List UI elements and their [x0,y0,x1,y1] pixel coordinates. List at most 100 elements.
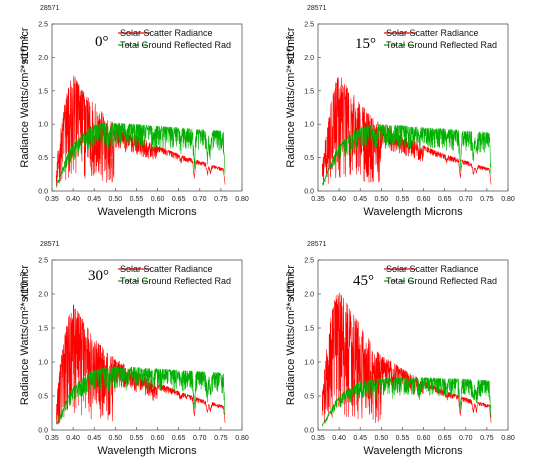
legend-label: Solar Scatter Radiance [386,28,479,38]
x-tick-label: 0.80 [235,435,249,442]
plot-frame [317,259,509,431]
plot-frame [51,259,243,431]
series-line-ground-reflected [321,124,492,186]
y-tick-label: 1.0 [304,122,314,129]
angle-label: 45° [353,273,374,289]
y-scale-label: ×10⁻² [285,272,297,300]
legend-label: Total Ground Reflected Rad [120,276,231,286]
chart-panel-1: 0.0 0.5 1.0 1.5 2.0 2.5 0.35 0.40 0.45 0.50 0.55 0.… [285,5,515,218]
y-tick-label: 1.0 [38,360,48,367]
y-tick-label: 2.0 [304,292,314,299]
y-axis-label: Radiance Watts/cm²*str*micr [285,27,297,168]
series-line-ground-reflected [55,366,226,425]
x-tick-label: 0.55 [396,435,410,442]
x-tick-label: 0.45 [353,435,367,442]
x-tick-label: 0.75 [214,435,228,442]
y-tick-label: 0.5 [38,394,48,401]
angle-label: 30° [88,268,109,284]
x-tick-label: 0.60 [417,435,431,442]
x-axis-label: Wavelength Microns [363,445,463,457]
x-tick-label: 0.45 [87,435,101,442]
panel-tag: 28571 [40,241,60,248]
x-axis-label: Wavelength Microns [97,445,197,457]
x-tick-label: 0.40 [332,435,346,442]
chart-panel-2: 0.0 0.5 1.0 1.5 2.0 2.5 0.35 0.40 0.45 0.50 0.55 0.… [19,241,249,457]
y-tick-label: 0.5 [304,155,314,162]
x-tick-label: 0.65 [172,435,186,442]
x-tick-label: 0.45 [87,196,101,203]
y-tick-label: 0.5 [38,155,48,162]
x-tick-label: 0.65 [438,435,452,442]
plot-frame [317,23,509,192]
y-tick-label: 0.0 [304,428,314,435]
series-line-ground-reflected [55,122,226,186]
x-tick-label: 0.40 [66,196,80,203]
x-tick-label: 0.60 [151,196,165,203]
x-tick-label: 0.80 [235,196,249,203]
y-tick-label: 1.5 [304,326,314,333]
y-tick-label: 0.0 [38,189,48,196]
chart-panel-3: 0.0 0.5 1.0 1.5 2.0 2.5 0.35 0.40 0.45 0.50 0.55 0.… [285,241,515,457]
series-line-ground-reflected [321,377,492,427]
y-scale-label: ×10⁻² [19,272,31,300]
x-tick-label: 0.75 [480,435,494,442]
panel-tag: 28571 [40,5,60,12]
y-scale-label: ×10⁻² [19,36,31,64]
x-tick-label: 0.40 [66,435,80,442]
chart-panel-0: 0.0 0.5 1.0 1.5 2.0 2.5 0.35 0.40 0.45 0.50 0.55 0.… [19,5,249,218]
angle-label: 0° [95,34,109,50]
y-tick-label: 2.0 [304,55,314,62]
x-tick-label: 0.55 [130,196,144,203]
x-tick-label: 0.75 [214,196,228,203]
x-tick-label: 0.60 [151,435,165,442]
series-line-solar-scatter [55,75,226,188]
x-tick-label: 0.50 [109,196,123,203]
x-axis-label: Wavelength Microns [97,206,197,218]
x-tick-label: 0.35 [311,435,325,442]
x-tick-label: 0.50 [375,435,389,442]
y-tick-label: 2.5 [304,258,314,265]
series-line-solar-scatter [55,304,226,425]
y-tick-label: 1.5 [38,88,48,95]
angle-label: 15° [355,36,376,52]
x-tick-label: 0.50 [375,196,389,203]
x-tick-label: 0.70 [193,196,207,203]
series-line-solar-scatter [321,76,492,185]
y-tick-label: 1.5 [304,88,314,95]
x-tick-label: 0.60 [417,196,431,203]
plot-frame [51,23,243,192]
x-tick-label: 0.35 [45,196,59,203]
y-tick-label: 2.5 [304,22,314,29]
x-tick-label: 0.70 [193,435,207,442]
y-tick-label: 1.5 [38,326,48,333]
legend-label: Total Ground Reflected Rad [120,40,231,50]
legend-label: Solar Scatter Radiance [120,28,213,38]
x-tick-label: 0.55 [130,435,144,442]
y-tick-label: 0.5 [304,394,314,401]
x-tick-label: 0.75 [480,196,494,203]
x-tick-label: 0.50 [109,435,123,442]
y-tick-label: 1.0 [304,360,314,367]
y-axis-label: Radiance Watts/cm²*str*micr [19,265,31,406]
y-axis-label: Radiance Watts/cm²*str*micr [285,265,297,406]
y-axis-label: Radiance Watts/cm²*str*micr [19,27,31,168]
y-tick-label: 2.5 [38,258,48,265]
x-tick-label: 0.65 [438,196,452,203]
legend-label: Solar Scatter Radiance [386,264,479,274]
y-tick-label: 2.5 [38,22,48,29]
x-axis-label: Wavelength Microns [363,206,463,218]
x-tick-label: 0.70 [459,435,473,442]
y-tick-label: 2.0 [38,55,48,62]
y-tick-label: 2.0 [38,292,48,299]
y-scale-label: ×10⁻² [285,36,297,64]
x-tick-label: 0.80 [501,196,515,203]
panel-tag: 28571 [307,241,327,248]
x-tick-label: 0.35 [45,435,59,442]
x-tick-label: 0.40 [332,196,346,203]
x-tick-label: 0.45 [353,196,367,203]
legend-label: Total Ground Reflected Rad [386,276,497,286]
x-tick-label: 0.65 [172,196,186,203]
y-tick-label: 0.0 [38,428,48,435]
legend-label: Solar Scatter Radiance [120,264,213,274]
y-tick-label: 0.0 [304,189,314,196]
